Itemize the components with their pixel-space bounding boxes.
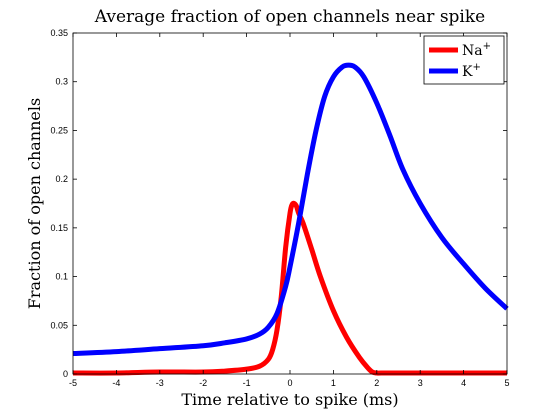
legend-label: K+ [462,62,481,80]
y-tick-label: 0.05 [50,320,68,330]
x-tick-label: -5 [69,378,77,388]
x-tick-label: -1 [243,378,251,388]
legend-label-superscript: + [472,62,480,73]
x-axis-label: Time relative to spike (ms) [181,390,398,409]
y-tick-label: 0.15 [50,223,68,233]
x-tick-label: 5 [504,378,509,388]
series-line-1 [72,62,509,357]
legend: Na+K+ [423,35,505,85]
y-tick-label: 0.3 [55,77,68,87]
legend-label-name: Na [462,43,483,59]
y-tick-label: 0.35 [50,28,68,38]
legend-label: Na+ [462,41,491,59]
x-tick-label: -3 [156,378,164,388]
legend-label-name: K [462,64,473,80]
x-tick-label: 2 [374,378,379,388]
y-tick-label: 0.2 [55,174,68,184]
y-tick-label: 0 [63,369,68,379]
y-axis-ticks: 0 0.05 0.1 0.15 0.2 0.25 0.3 0.35 [50,28,507,379]
y-tick-label: 0.25 [50,125,68,135]
x-tick-label: 1 [331,378,336,388]
chart-title: Average fraction of open channels near s… [94,7,485,27]
x-tick-label: -2 [199,378,207,388]
y-axis-label: Fraction of open channels [25,98,44,309]
x-tick-label: 0 [287,378,292,388]
x-tick-label: 3 [418,378,423,388]
x-tick-label: 4 [461,378,466,388]
x-tick-label: -4 [112,378,120,388]
legend-box [423,35,505,85]
legend-label-superscript: + [483,41,491,52]
y-tick-label: 0.1 [55,272,68,282]
x-axis-ticks: -5 -4 -3 -2 -1 0 1 2 3 4 5 [69,33,510,388]
